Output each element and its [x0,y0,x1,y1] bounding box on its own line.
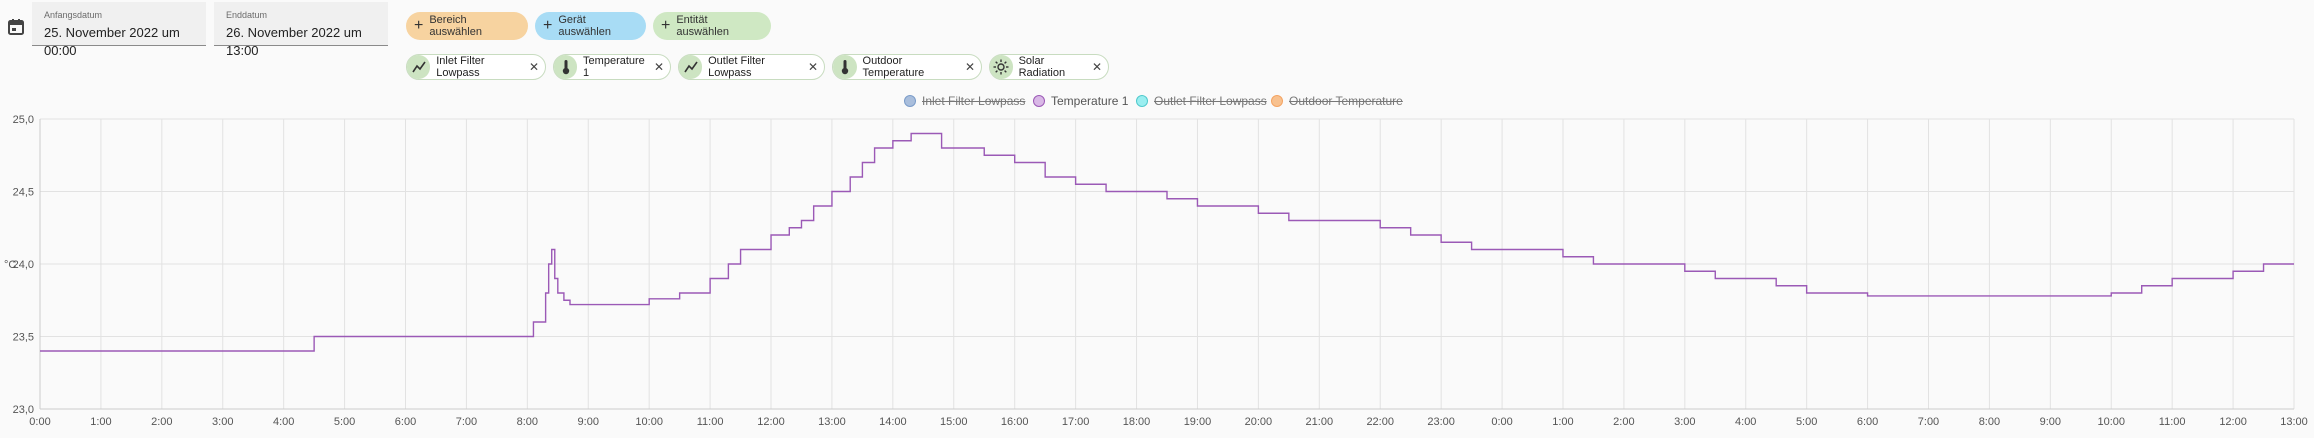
x-tick-label: 6:00 [395,416,416,428]
choose-entity-label: Entität auswählen [676,14,729,38]
legend-dot [1033,95,1045,107]
x-tick-label: 7:00 [1918,416,1939,428]
plus-icon: + [661,17,671,34]
x-tick-label: 5:00 [1796,416,1817,428]
x-tick-label: 2:00 [151,416,172,428]
end-date-field[interactable]: Enddatum 26. November 2022 um 13:00 [214,2,388,58]
start-date-value: 25. November 2022 um 00:00 [44,25,180,58]
legend-label: Temperature 1 [1051,94,1129,108]
close-icon[interactable]: ✕ [528,60,539,74]
x-tick-label: 8:00 [517,416,538,428]
x-tick-label: 1:00 [1552,416,1573,428]
entity-chip-outlet-filter-lowpass[interactable]: Outlet Filter Lowpass ✕ [678,54,825,80]
x-tick-label: 3:00 [1674,416,1695,428]
entity-chip-solar-radiation[interactable]: Solar Radiation ✕ [989,54,1109,80]
y-tick-label: 24,5 [13,187,34,199]
close-icon[interactable]: ✕ [807,60,818,74]
plus-icon: + [414,17,424,34]
x-tick-label: 11:00 [2159,416,2186,428]
chart-line-icon [679,55,703,79]
thermometer-icon [833,55,857,79]
x-tick-label: 1:00 [90,416,111,428]
x-tick-label: 4:00 [1735,416,1756,428]
x-tick-label: 12:00 [757,416,785,428]
y-tick-label: 24,0 [13,259,34,271]
legend-label: Inlet Filter Lowpass [922,94,1026,108]
chip-label: Outdoor Temperature [862,55,925,79]
x-tick-label: 12:00 [2219,416,2247,428]
entity-chip-inlet-filter-lowpass[interactable]: Inlet Filter Lowpass ✕ [406,54,546,80]
legend-label: Outdoor Temperature [1289,94,1403,108]
legend-item-outdoor-temperature[interactable]: Outdoor Temperature [1271,94,1403,108]
chip-label: Outlet Filter Lowpass [708,55,765,79]
legend-dot [1136,95,1148,107]
x-tick-label: 3:00 [212,416,233,428]
choose-area-button[interactable]: + Bereich auswählen [406,12,528,40]
x-tick-label: 20:00 [1245,416,1273,428]
sun-icon [990,55,1013,79]
entity-chip-temperature-1[interactable]: Temperature 1 ✕ [553,54,671,80]
end-date-value: 26. November 2022 um 13:00 [226,25,362,58]
y-axis-unit: °C [4,259,16,271]
legend-dot [1271,95,1283,107]
x-tick-label: 10:00 [2097,416,2125,428]
thermometer-icon [554,55,578,79]
x-tick-label: 23:00 [1427,416,1455,428]
close-icon[interactable]: ✕ [964,60,975,74]
x-tick-label: 18:00 [1123,416,1151,428]
x-tick-label: 16:00 [1001,416,1029,428]
x-tick-label: 19:00 [1184,416,1212,428]
close-icon[interactable]: ✕ [653,60,664,74]
x-tick-label: 10:00 [635,416,663,428]
calendar-icon[interactable] [6,17,26,37]
x-tick-label: 2:00 [1613,416,1634,428]
choose-device-label: Gerät auswählen [558,14,611,38]
series-line-temperature-1 [40,132,2294,352]
start-date-field[interactable]: Anfangsdatum 25. November 2022 um 00:00 [32,2,206,58]
plus-icon: + [543,17,553,34]
x-tick-label: 6:00 [1857,416,1878,428]
x-tick-label: 5:00 [334,416,355,428]
end-date-label: Enddatum [226,10,268,20]
x-tick-label: 0:00 [29,416,50,428]
x-tick-label: 17:00 [1062,416,1090,428]
start-date-label: Anfangsdatum [44,10,103,20]
y-tick-label: 23,5 [13,332,34,344]
chip-label: Inlet Filter Lowpass [436,55,485,79]
chip-label: Solar Radiation [1018,55,1066,79]
close-icon[interactable]: ✕ [1091,60,1102,74]
x-tick-label: 14:00 [879,416,907,428]
x-tick-label: 9:00 [578,416,599,428]
choose-area-label: Bereich auswählen [429,14,482,38]
choose-device-button[interactable]: + Gerät auswählen [535,12,646,40]
legend-item-temperature-1[interactable]: Temperature 1 [1033,94,1128,108]
legend-item-outlet-filter-lowpass[interactable]: Outlet Filter Lowpass [1136,94,1267,108]
x-tick-label: 8:00 [1979,416,2000,428]
chip-label: Temperature 1 [583,55,645,79]
x-tick-label: 21:00 [1306,416,1334,428]
y-tick-label: 23,0 [13,404,34,416]
entity-chip-outdoor-temperature[interactable]: Outdoor Temperature ✕ [832,54,982,80]
x-tick-label: 13:00 [818,416,846,428]
chart-line-icon [407,55,431,79]
x-tick-label: 15:00 [940,416,968,428]
x-tick-label: 22:00 [1366,416,1394,428]
legend-item-inlet-filter-lowpass[interactable]: Inlet Filter Lowpass [904,94,1025,108]
legend-label: Outlet Filter Lowpass [1154,94,1267,108]
x-tick-label: 7:00 [456,416,477,428]
choose-entity-button[interactable]: + Entität auswählen [653,12,771,40]
y-tick-label: 25,0 [13,114,34,126]
x-tick-label: 11:00 [697,416,724,428]
x-tick-label: 13:00 [2280,416,2308,428]
legend-dot [904,95,916,107]
x-tick-label: 9:00 [2040,416,2061,428]
x-tick-label: 4:00 [273,416,294,428]
x-tick-label: 0:00 [1491,416,1512,428]
